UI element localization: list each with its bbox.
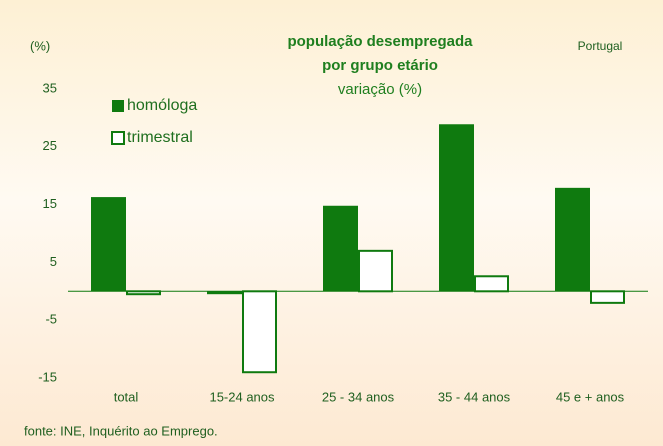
bar (590, 290, 625, 304)
x-tick-label: 25 - 34 anos (322, 389, 395, 404)
y-tick-label: 35 (43, 80, 57, 95)
chart-title: população desempregada (287, 33, 473, 50)
bar (474, 275, 509, 293)
legend-label: trimestral (127, 129, 193, 146)
bar (358, 249, 393, 293)
annotation: Portugal (578, 39, 623, 53)
y-tick-label: 5 (50, 254, 57, 269)
legend-swatch (112, 100, 124, 112)
chart-subtitle: variação (%) (338, 81, 422, 98)
bar (323, 205, 358, 292)
x-tick-label: 45 e + anos (556, 389, 625, 404)
x-tick-label: total (114, 389, 139, 404)
legend-label: homóloga (127, 97, 197, 114)
bar (242, 290, 277, 374)
chart-title: por grupo etário (322, 57, 438, 74)
bar (91, 197, 126, 292)
x-tick-label: 35 - 44 anos (438, 389, 511, 404)
bar (207, 291, 242, 295)
y-tick-label: 25 (43, 138, 57, 153)
y-axis-label: (%) (30, 38, 50, 53)
x-tick-label: 15-24 anos (209, 389, 275, 404)
y-tick-label: -15 (38, 369, 57, 384)
bar (439, 124, 474, 292)
y-tick-label: -5 (45, 312, 57, 327)
y-tick-label: 15 (43, 196, 57, 211)
bar (555, 187, 590, 292)
source: fonte: INE, Inquérito ao Emprego. (24, 423, 218, 438)
legend-swatch (111, 131, 125, 145)
